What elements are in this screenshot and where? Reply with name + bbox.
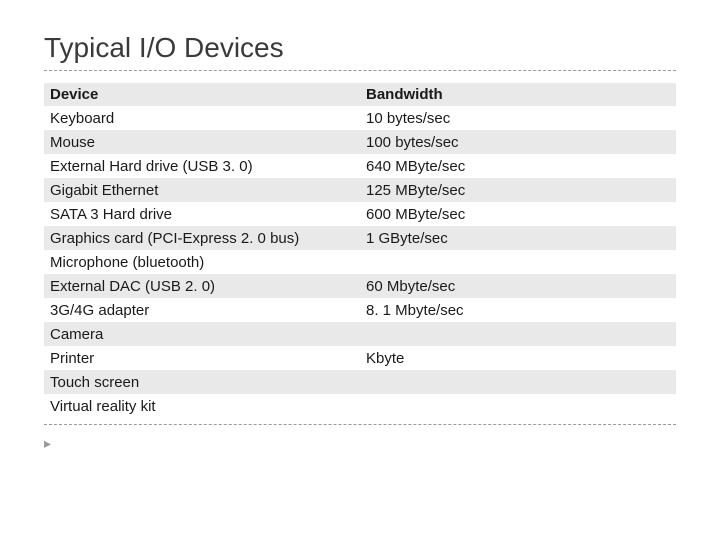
cell-device: Keyboard (44, 106, 360, 130)
cell-device: Microphone (bluetooth) (44, 250, 360, 274)
cell-bandwidth: 100 bytes/sec (360, 130, 676, 154)
table-row: Touch screen (44, 370, 676, 394)
table-row: Camera (44, 322, 676, 346)
cell-bandwidth: 600 MByte/sec (360, 202, 676, 226)
table-row: Keyboard 10 bytes/sec (44, 106, 676, 130)
cell-device: External Hard drive (USB 3. 0) (44, 154, 360, 178)
footer-divider: ▸ (44, 424, 676, 453)
cell-bandwidth: Kbyte (360, 346, 676, 370)
page-title: Typical I/O Devices (44, 32, 676, 70)
cell-device: 3G/4G adapter (44, 298, 360, 322)
cell-device: Gigabit Ethernet (44, 178, 360, 202)
cell-bandwidth: 60 Mbyte/sec (360, 274, 676, 298)
table-row: Printer Kbyte (44, 346, 676, 370)
table-row: SATA 3 Hard drive 600 MByte/sec (44, 202, 676, 226)
table-row: External DAC (USB 2. 0) 60 Mbyte/sec (44, 274, 676, 298)
cell-bandwidth (360, 322, 676, 346)
cell-bandwidth: 1 GByte/sec (360, 226, 676, 250)
cell-device: Virtual reality kit (44, 394, 360, 418)
cell-device: External DAC (USB 2. 0) (44, 274, 360, 298)
cell-device: Graphics card (PCI-Express 2. 0 bus) (44, 226, 360, 250)
table-row: External Hard drive (USB 3. 0) 640 MByte… (44, 154, 676, 178)
table-row: Gigabit Ethernet 125 MByte/sec (44, 178, 676, 202)
title-divider (44, 70, 676, 71)
table-row: Microphone (bluetooth) (44, 250, 676, 274)
cell-bandwidth: 10 bytes/sec (360, 106, 676, 130)
table-row: Graphics card (PCI-Express 2. 0 bus) 1 G… (44, 226, 676, 250)
cell-bandwidth: 640 MByte/sec (360, 154, 676, 178)
cell-device: Touch screen (44, 370, 360, 394)
bullet-icon: ▸ (44, 435, 49, 451)
col-header-bandwidth: Bandwidth (360, 83, 676, 106)
table-row: Mouse 100 bytes/sec (44, 130, 676, 154)
cell-device: Printer (44, 346, 360, 370)
col-header-device: Device (44, 83, 360, 106)
cell-device: Camera (44, 322, 360, 346)
cell-bandwidth (360, 370, 676, 394)
cell-bandwidth (360, 250, 676, 274)
io-devices-table: Device Bandwidth Keyboard 10 bytes/sec M… (44, 83, 676, 418)
table-row: 3G/4G adapter 8. 1 Mbyte/sec (44, 298, 676, 322)
table-header-row: Device Bandwidth (44, 83, 676, 106)
cell-device: Mouse (44, 130, 360, 154)
cell-bandwidth (360, 394, 676, 418)
table-row: Virtual reality kit (44, 394, 676, 418)
cell-bandwidth: 125 MByte/sec (360, 178, 676, 202)
cell-device: SATA 3 Hard drive (44, 202, 360, 226)
cell-bandwidth: 8. 1 Mbyte/sec (360, 298, 676, 322)
